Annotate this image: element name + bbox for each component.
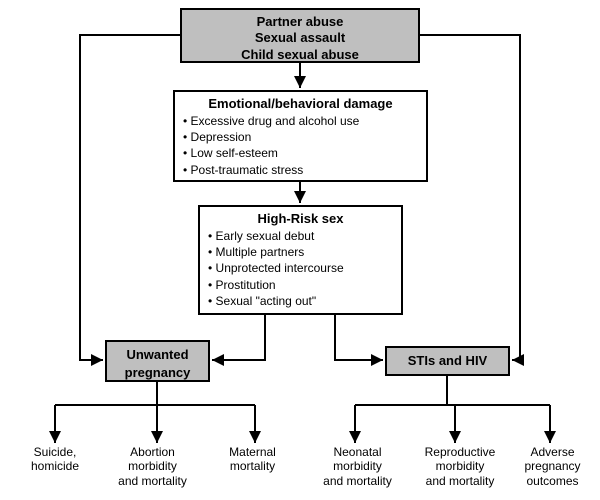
edge-mid2-to-sti — [335, 315, 383, 360]
highrisk-heading: High-Risk sex — [208, 211, 393, 226]
highrisk-item-5: Sexual "acting out" — [208, 293, 393, 309]
highrisk-item-4: Prostitution — [208, 277, 393, 293]
leaf-suicide-homicide: Suicide, homicide — [20, 445, 90, 474]
emotional-item-1: Excessive drug and alcohol use — [183, 113, 418, 129]
edge-mid2-to-unwanted — [212, 315, 265, 360]
leaf-maternal: Maternal mortality — [215, 445, 290, 474]
top-line-3: Child sexual abuse — [190, 47, 410, 63]
highrisk-item-1: Early sexual debut — [208, 228, 393, 244]
highrisk-item-2: Multiple partners — [208, 244, 393, 260]
node-sti-hiv: STIs and HIV — [385, 346, 510, 376]
node-emotional-damage: Emotional/behavioral damage Excessive dr… — [173, 90, 428, 182]
edge-top-right-branch — [420, 35, 520, 360]
unwanted-text: Unwanted pregnancy — [125, 347, 191, 380]
sti-text: STIs and HIV — [408, 353, 487, 369]
emotional-items: Excessive drug and alcohol use Depressio… — [183, 113, 418, 178]
highrisk-item-3: Unprotected intercourse — [208, 260, 393, 276]
highrisk-items: Early sexual debut Multiple partners Unp… — [208, 228, 393, 309]
emotional-item-2: Depression — [183, 129, 418, 145]
node-unwanted-pregnancy: Unwanted pregnancy — [105, 340, 210, 382]
top-line-1: Partner abuse — [190, 14, 410, 30]
top-line-2: Sexual assault — [190, 30, 410, 46]
leaf-abortion: Abortion morbidity and mortality — [105, 445, 200, 488]
edge-top-left-branch — [80, 35, 180, 360]
node-high-risk-sex: High-Risk sex Early sexual debut Multipl… — [198, 205, 403, 315]
emotional-item-3: Low self-esteem — [183, 145, 418, 161]
leaf-reproductive: Reproductive morbidity and mortality — [410, 445, 510, 488]
node-top: Partner abuse Sexual assault Child sexua… — [180, 8, 420, 63]
leaf-neonatal: Neonatal morbidity and mortality — [310, 445, 405, 488]
emotional-heading: Emotional/behavioral damage — [183, 96, 418, 111]
emotional-item-4: Post-traumatic stress — [183, 162, 418, 178]
leaf-adverse: Adverse pregnancy outcomes — [515, 445, 590, 488]
